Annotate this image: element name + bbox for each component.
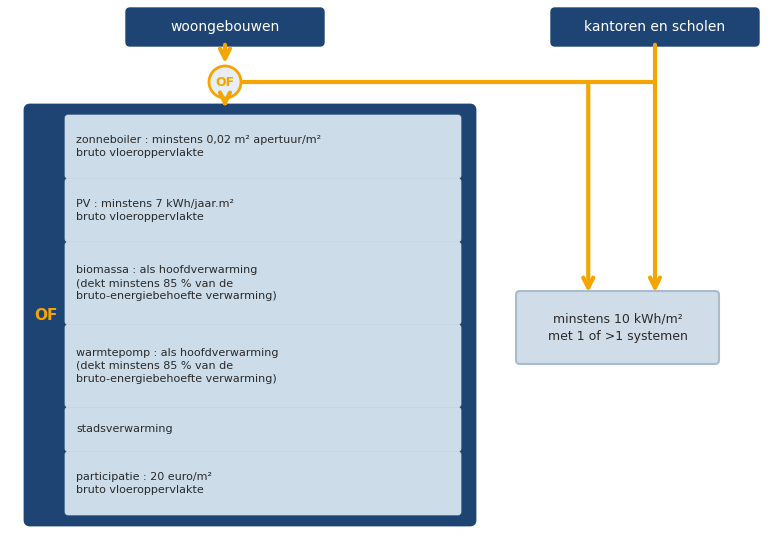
Text: woongebouwen: woongebouwen (170, 20, 280, 34)
Text: zonneboiler : minstens 0,02 m² apertuur/m²
bruto vloeroppervlakte: zonneboiler : minstens 0,02 m² apertuur/… (76, 135, 321, 158)
Text: OF: OF (34, 307, 58, 323)
FancyBboxPatch shape (516, 291, 719, 364)
Text: PV : minstens 7 kWh/jaar.m²
bruto vloeroppervlakte: PV : minstens 7 kWh/jaar.m² bruto vloero… (76, 199, 234, 222)
FancyBboxPatch shape (65, 179, 461, 242)
Text: stadsverwarming: stadsverwarming (76, 424, 173, 435)
FancyBboxPatch shape (65, 242, 461, 325)
FancyBboxPatch shape (551, 8, 759, 46)
Circle shape (209, 66, 241, 98)
Text: OF: OF (215, 76, 235, 88)
Text: kantoren en scholen: kantoren en scholen (584, 20, 726, 34)
FancyBboxPatch shape (126, 8, 324, 46)
Text: biomassa : als hoofdverwarming
(dekt minstens 85 % van de
bruto-energiebehoefte : biomassa : als hoofdverwarming (dekt min… (76, 265, 277, 301)
Text: minstens 10 kWh/m²
met 1 of >1 systemen: minstens 10 kWh/m² met 1 of >1 systemen (547, 312, 687, 343)
Text: warmtepomp : als hoofdverwarming
(dekt minstens 85 % van de
bruto-energiebehoeft: warmtepomp : als hoofdverwarming (dekt m… (76, 348, 278, 384)
FancyBboxPatch shape (25, 105, 475, 525)
FancyBboxPatch shape (65, 451, 461, 515)
Text: participatie : 20 euro/m²
bruto vloeroppervlakte: participatie : 20 euro/m² bruto vloeropp… (76, 472, 212, 495)
FancyBboxPatch shape (65, 407, 461, 451)
FancyBboxPatch shape (65, 325, 461, 407)
FancyBboxPatch shape (65, 115, 461, 179)
